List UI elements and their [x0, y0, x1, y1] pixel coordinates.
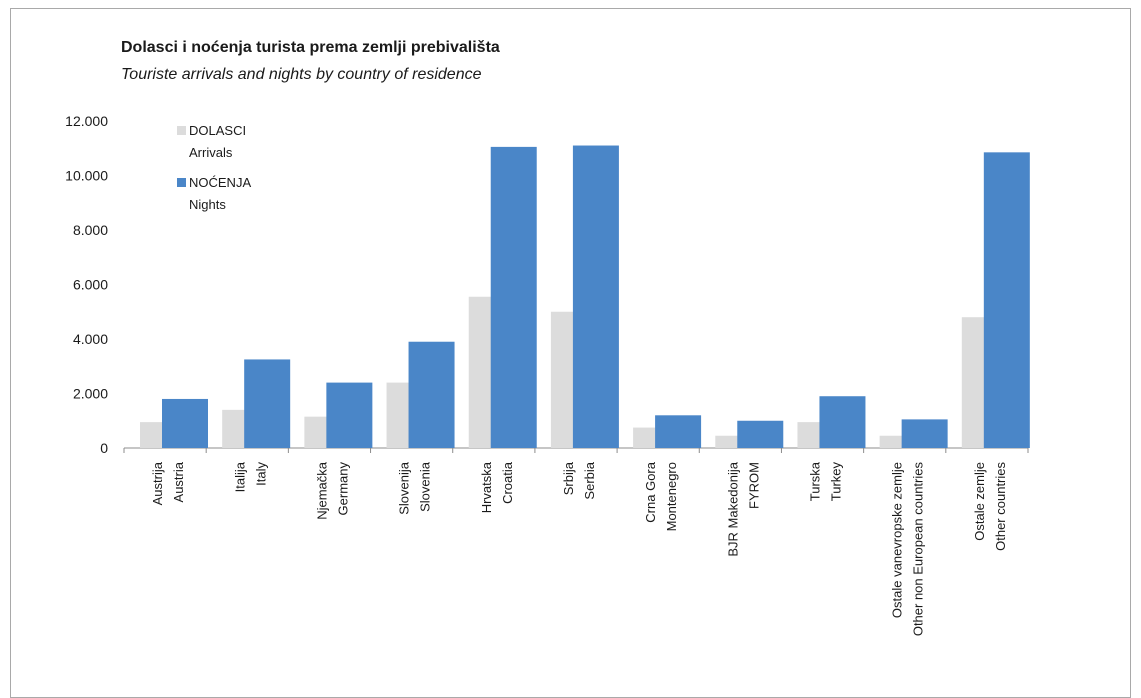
- x-category-label-local: Hrvatska: [479, 461, 494, 513]
- x-category-label-english: Austria: [171, 461, 186, 502]
- y-tick-label: 2.000: [73, 386, 108, 402]
- x-category-label-local: Njemačka: [314, 461, 329, 520]
- nights-bar: [244, 359, 291, 448]
- y-tick-label: 10.000: [65, 168, 108, 184]
- x-category-label-english: Other non European countries: [911, 462, 926, 637]
- x-category-label: Ostale vanevropske zemlje Other non Europ…: [890, 462, 926, 637]
- x-category-label-english: FYROM: [746, 462, 761, 509]
- nights-bar: [655, 415, 702, 448]
- x-category-label-english: Serbia: [582, 461, 597, 499]
- x-category-label: Italija Italy: [232, 461, 268, 492]
- nights-bar: [983, 152, 1030, 448]
- x-category-label-local: Turska: [808, 461, 823, 501]
- x-category-label-local: Crna Gora: [643, 461, 658, 522]
- x-category-label-local: Slovenija: [397, 461, 412, 515]
- x-category-label-local: Austrija: [150, 461, 165, 505]
- y-tick-label: 0: [100, 440, 108, 456]
- x-category-label: Ostale zemlje Other countries: [972, 462, 1008, 551]
- nights-bar: [490, 146, 537, 448]
- x-category-label-local: Ostale zemlje: [972, 462, 987, 541]
- x-category-label-english: Germany: [335, 462, 350, 516]
- x-category-label-local: BJR Makedonija: [725, 461, 740, 556]
- legend-label-english: Nights: [189, 197, 226, 212]
- nights-bar: [408, 341, 455, 448]
- legend-label: NOĆENJA: [189, 175, 251, 190]
- x-category-label: Crna Gora Montenegro: [643, 461, 679, 531]
- x-category-label-english: Other countries: [993, 462, 1008, 551]
- nights-bar: [737, 420, 784, 448]
- chart-subtitle: Touriste arrivals and nights by country …: [121, 66, 482, 83]
- legend-label: DOLASCI: [189, 123, 246, 138]
- nights-bar: [819, 396, 866, 448]
- x-category-label-english: Slovenia: [418, 461, 433, 512]
- y-tick-label: 6.000: [73, 277, 108, 293]
- legend-swatch-nights: [177, 178, 186, 187]
- x-category-label-local: Italija: [232, 461, 247, 492]
- x-category-label: Slovenija Slovenia: [397, 461, 433, 515]
- x-category-label-local: Ostale vanevropske zemlje: [890, 462, 905, 618]
- legend-label-english: Arrivals: [189, 145, 233, 160]
- x-category-label: Austrija Austria: [150, 461, 186, 505]
- nights-bar: [901, 419, 948, 448]
- x-category-label-local: Srbija: [561, 461, 576, 495]
- x-category-label-english: Italy: [253, 462, 268, 486]
- x-category-label: BJR Makedonija FYROM: [725, 461, 761, 556]
- nights-bar: [162, 398, 208, 448]
- y-tick-label: 8.000: [73, 222, 108, 238]
- bar-chart: 0 2.000 4.000 6.000 8.000 10.000 12.000 Austrij…: [65, 113, 1030, 637]
- x-category-label: Srbija Serbia: [561, 461, 597, 499]
- y-tick-label: 4.000: [73, 331, 108, 347]
- legend-swatch-arrivals: [177, 126, 186, 135]
- x-category-label-english: Croatia: [500, 461, 515, 504]
- x-category-label: Turska Turkey: [808, 461, 844, 501]
- x-category-label: Njemačka Germany: [314, 461, 350, 520]
- chart-title: Dolasci i noćenja turista prema zemlji p…: [121, 39, 500, 56]
- nights-bar: [572, 145, 619, 448]
- y-tick-label: 12.000: [65, 113, 108, 129]
- x-category-label-english: Turkey: [829, 462, 844, 502]
- nights-bar: [326, 382, 373, 448]
- x-category-label: Hrvatska Croatia: [479, 461, 515, 513]
- x-category-label-english: Montenegro: [664, 462, 679, 531]
